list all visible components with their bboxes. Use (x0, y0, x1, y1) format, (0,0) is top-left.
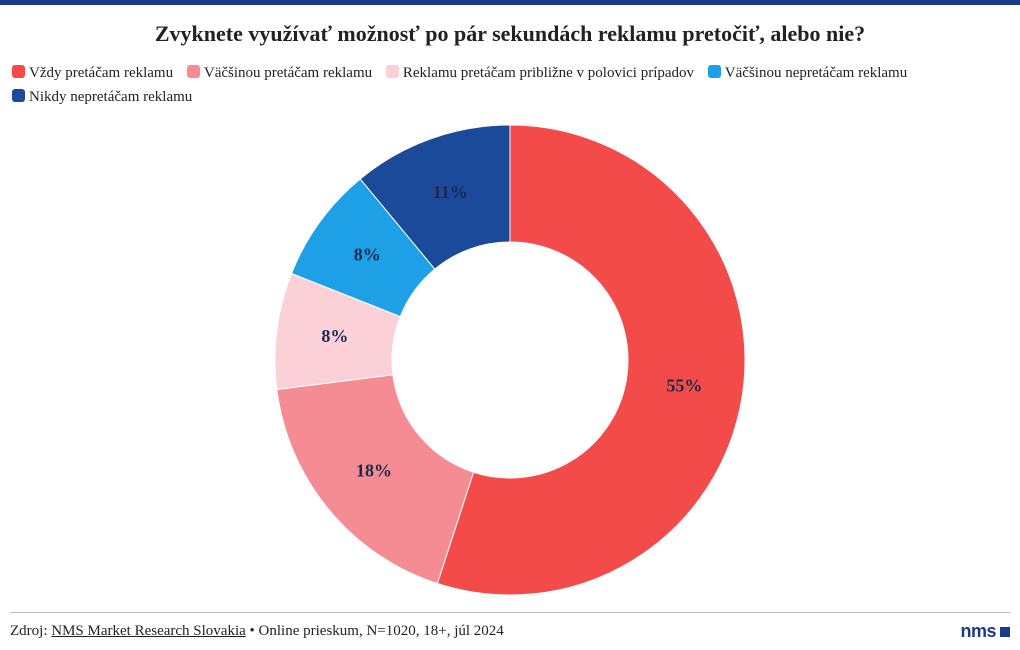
legend-swatch (386, 65, 399, 78)
legend-swatch (12, 65, 25, 78)
slice-label: 18% (356, 461, 392, 481)
footer: Zdroj: NMS Market Research Slovakia • On… (10, 612, 1010, 642)
legend-swatch (187, 65, 200, 78)
slice-label: 11% (433, 182, 468, 202)
chart-container: Zvyknete využívať možnosť po pár sekundá… (0, 5, 1020, 605)
legend-item: Vždy pretáčam reklamu (12, 61, 173, 85)
legend-item: Väčšinou nepretáčam reklamu (708, 61, 907, 85)
donut-chart: 55% 18% 8% 8% 11% (6, 115, 1014, 605)
source-line: Zdroj: NMS Market Research Slovakia • On… (10, 623, 504, 640)
legend-label: Väčšinou nepretáčam reklamu (725, 65, 907, 81)
source-link[interactable]: NMS Market Research Slovakia (51, 623, 246, 639)
brand-square-icon (1000, 627, 1010, 637)
legend-item: Reklamu pretáčam približne v polovici pr… (386, 61, 694, 85)
legend-swatch (12, 89, 25, 102)
slice-label: 8% (321, 326, 348, 346)
brand-text: nms (960, 621, 996, 642)
legend-label: Vždy pretáčam reklamu (29, 65, 173, 81)
source-prefix: Zdroj: (10, 623, 51, 639)
legend-label: Reklamu pretáčam približne v polovici pr… (403, 65, 694, 81)
source-rest: • Online prieskum, N=1020, 18+, júl 2024 (246, 623, 504, 639)
legend-swatch (708, 65, 721, 78)
legend-item: Väčšinou pretáčam reklamu (187, 61, 372, 85)
legend-label: Nikdy nepretáčam reklamu (29, 89, 192, 105)
slice-label: 55% (666, 376, 702, 396)
legend: Vždy pretáčam reklamu Väčšinou pretáčam … (12, 61, 1014, 109)
slice-label: 8% (354, 244, 381, 264)
legend-label: Väčšinou pretáčam reklamu (204, 65, 372, 81)
legend-item: Nikdy nepretáčam reklamu (12, 85, 192, 109)
chart-title: Zvyknete využívať možnosť po pár sekundá… (6, 21, 1014, 47)
brand-logo: nms (960, 621, 1010, 642)
